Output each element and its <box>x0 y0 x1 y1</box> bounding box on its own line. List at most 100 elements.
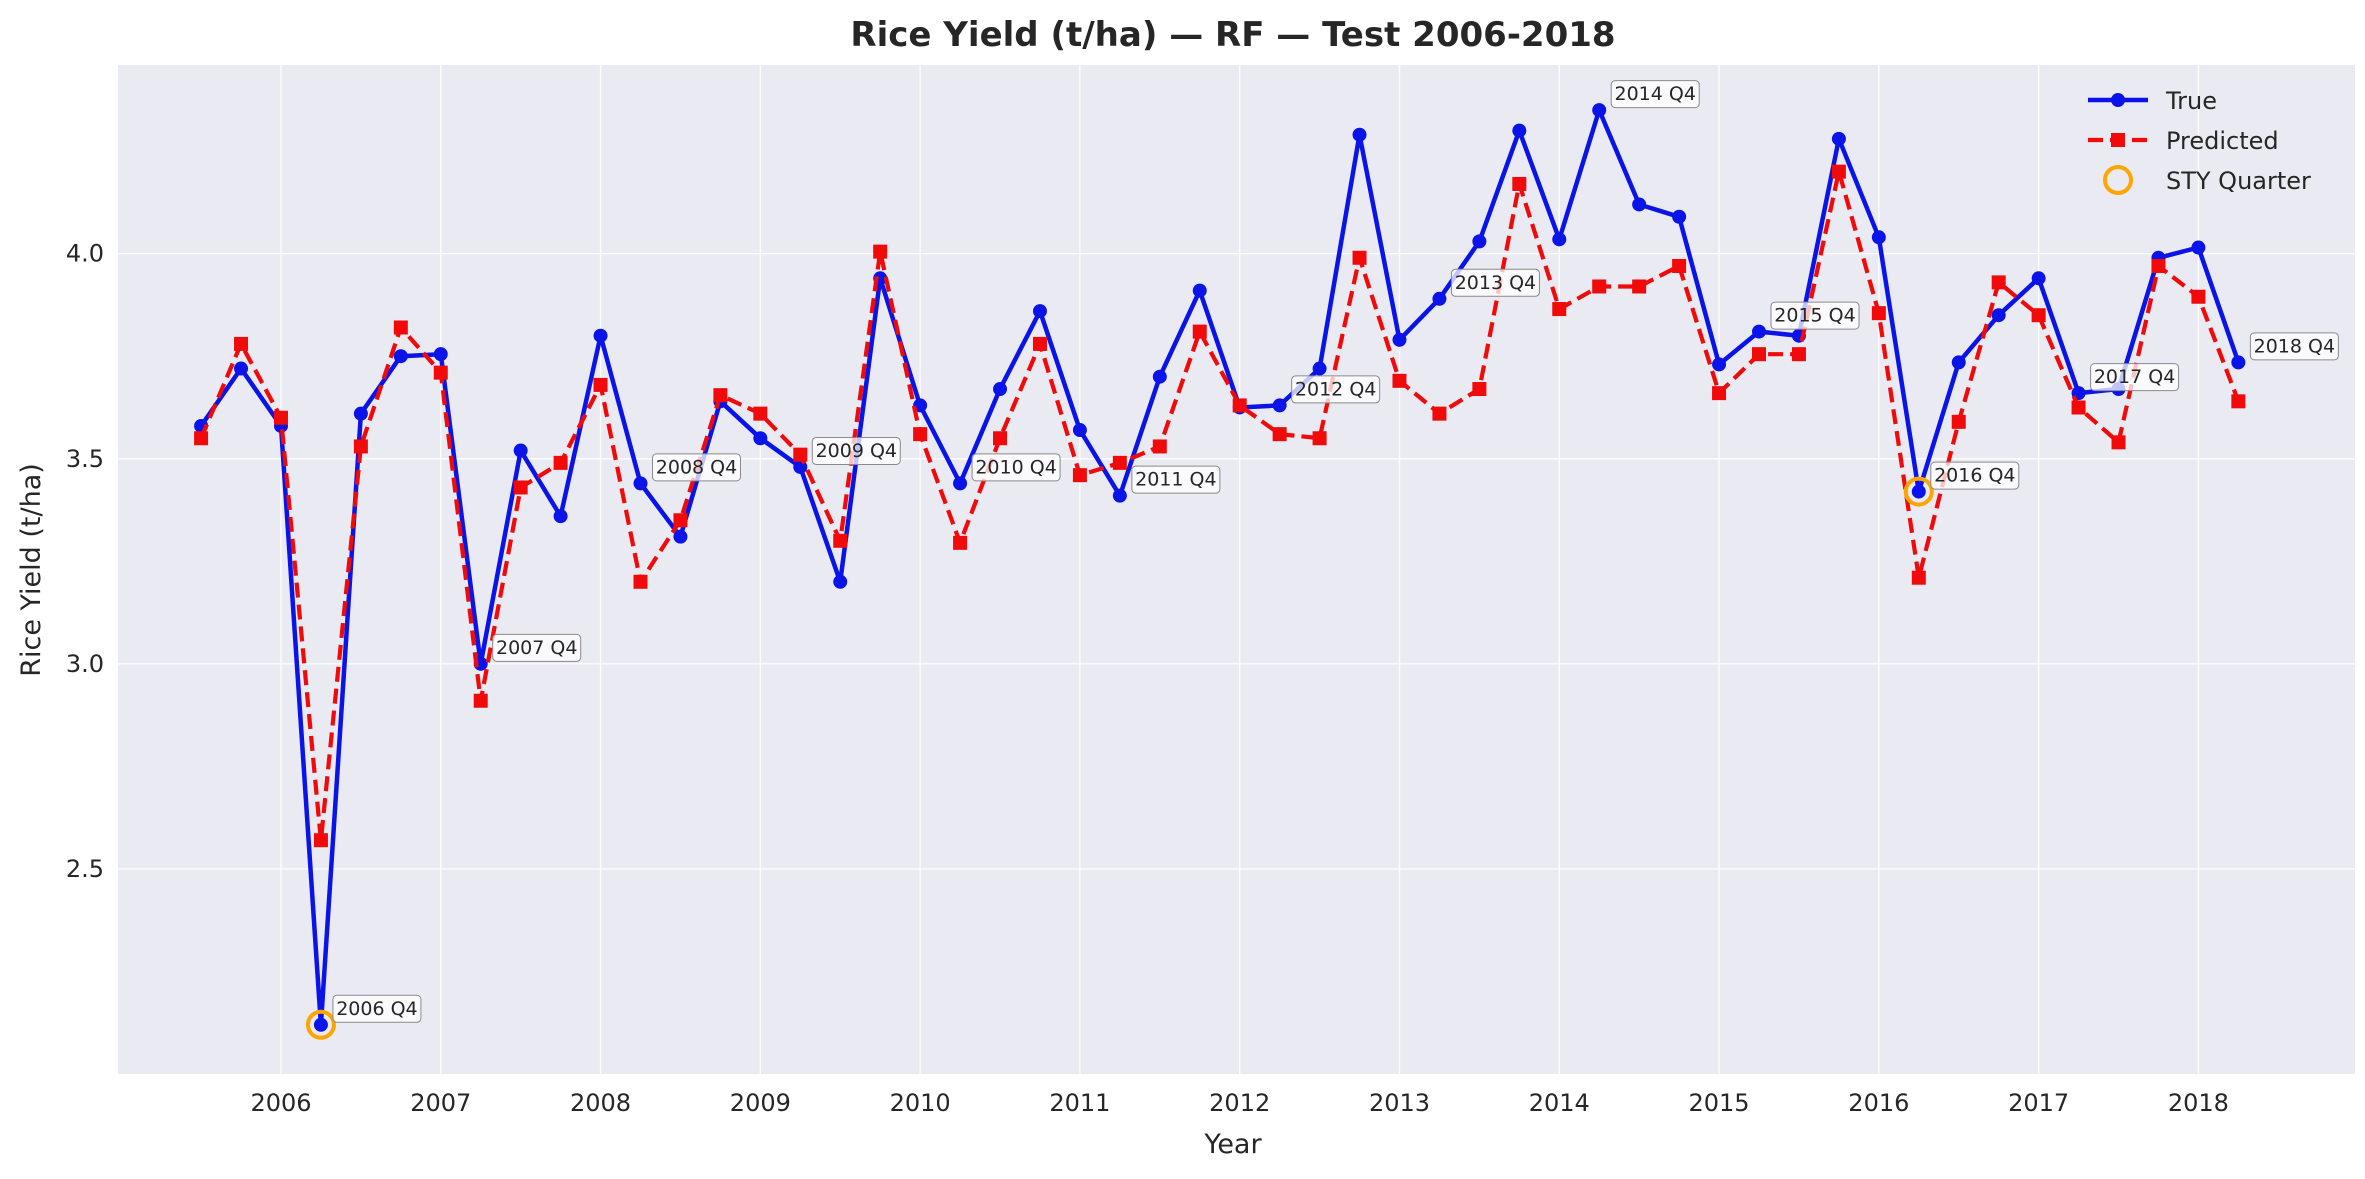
point-true <box>1592 103 1607 118</box>
x-tick-label: 2013 <box>1369 1089 1430 1117</box>
annotation-box <box>1291 375 1381 404</box>
annotation-label: 2011 Q4 <box>1135 469 1216 491</box>
point-predicted <box>1831 164 1846 179</box>
plot-area <box>118 65 2355 1074</box>
annotation-label: 2009 Q4 <box>816 440 897 462</box>
point-predicted <box>1392 373 1407 388</box>
point-predicted <box>593 377 608 392</box>
point-true <box>1032 304 1047 319</box>
annotation-label: 2008 Q4 <box>656 456 737 478</box>
point-predicted <box>1712 386 1727 401</box>
point-true <box>1512 123 1527 138</box>
legend-sty-marker <box>2103 165 2133 195</box>
point-true <box>553 509 568 524</box>
point-predicted <box>2111 435 2126 450</box>
point-true <box>513 443 528 458</box>
annotation-label: 2007 Q4 <box>496 637 577 659</box>
point-true <box>1672 209 1687 224</box>
annotation-box <box>492 633 582 662</box>
x-tick-label: 2014 <box>1529 1089 1590 1117</box>
point-true <box>633 476 648 491</box>
y-tick-label: 3.5 <box>66 445 104 473</box>
point-true <box>1751 324 1766 339</box>
point-predicted <box>2031 308 2046 323</box>
point-predicted <box>2151 258 2166 273</box>
point-predicted <box>1112 455 1127 470</box>
point-predicted <box>313 833 328 848</box>
point-true <box>1312 361 1327 376</box>
x-tick-label: 2018 <box>2168 1089 2229 1117</box>
x-tick-label: 2009 <box>730 1089 791 1117</box>
point-true <box>2031 271 2046 286</box>
point-predicted <box>2071 400 2086 415</box>
chart-title: Rice Yield (t/ha) — RF — Test 2006-2018 <box>850 15 1615 55</box>
point-predicted <box>1632 279 1647 294</box>
x-tick-label: 2015 <box>1689 1089 1750 1117</box>
x-tick-label: 2010 <box>890 1089 951 1117</box>
legend-predicted-label: Predicted <box>2166 127 2279 155</box>
x-axis-label: Year <box>1203 1129 1262 1160</box>
point-predicted <box>1232 398 1247 413</box>
point-predicted <box>1472 382 1487 397</box>
point-true <box>1392 332 1407 347</box>
point-predicted <box>1751 347 1766 362</box>
point-true <box>1112 488 1127 503</box>
annotation-label: 2015 Q4 <box>1774 305 1855 327</box>
point-true <box>753 431 768 446</box>
point-predicted <box>473 693 488 708</box>
annotation-box <box>651 453 741 482</box>
point-predicted <box>513 480 528 495</box>
series-predicted <box>194 164 2246 848</box>
point-true <box>833 574 848 589</box>
point-true <box>234 361 249 376</box>
annotation-box <box>971 453 1061 482</box>
annotation-box <box>811 436 901 465</box>
x-tick-label: 2017 <box>2008 1089 2069 1117</box>
legend-true-label: True <box>2165 87 2217 115</box>
annotation-label: 2014 Q4 <box>1614 83 1695 105</box>
point-true <box>1951 355 1966 370</box>
point-predicted <box>873 244 888 259</box>
annotation-label: 2006 Q4 <box>336 998 417 1020</box>
point-true <box>953 476 968 491</box>
point-predicted <box>1512 176 1527 191</box>
legend-true-marker <box>2111 93 2125 107</box>
annotation-box <box>1930 461 2020 490</box>
x-tick-label: 2008 <box>570 1089 631 1117</box>
point-true <box>1991 308 2006 323</box>
point-predicted <box>713 388 728 403</box>
x-tick-label: 2016 <box>1848 1089 1909 1117</box>
y-tick-label: 4.0 <box>66 240 104 268</box>
point-predicted <box>1592 279 1607 294</box>
annotation-label: 2017 Q4 <box>2094 366 2175 388</box>
x-tick-label: 2012 <box>1209 1089 1270 1117</box>
point-predicted <box>2231 394 2246 409</box>
point-true <box>1712 357 1727 372</box>
point-true <box>1552 232 1567 247</box>
y-tick-label: 2.5 <box>66 855 104 883</box>
point-true <box>1152 369 1167 384</box>
point-predicted <box>553 455 568 470</box>
point-predicted <box>1911 570 1926 585</box>
point-predicted <box>1991 275 2006 290</box>
series-line-true <box>199 107 2241 1028</box>
point-predicted <box>353 439 368 454</box>
point-predicted <box>913 427 928 442</box>
annotation-label: 2012 Q4 <box>1295 378 1376 400</box>
annotation-layer: 2006 Q4 2007 Q4 2008 Q4 2009 Q4 2010 Q4 2011 … <box>332 80 2339 1023</box>
point-predicted <box>273 410 288 425</box>
point-true <box>1911 484 1926 499</box>
x-tick-label: 2011 <box>1049 1089 1110 1117</box>
x-tick-label: 2006 <box>250 1089 311 1117</box>
annotation-box <box>1770 301 1860 330</box>
point-true <box>1432 291 1447 306</box>
series-layer <box>194 103 2246 1032</box>
point-true <box>1632 197 1647 212</box>
point-predicted <box>1032 336 1047 351</box>
x-tick-label: 2007 <box>410 1089 471 1117</box>
point-true <box>1072 423 1087 438</box>
annotation-box <box>332 994 422 1023</box>
point-true <box>313 1017 328 1032</box>
annotation-label: 2018 Q4 <box>2254 335 2335 357</box>
